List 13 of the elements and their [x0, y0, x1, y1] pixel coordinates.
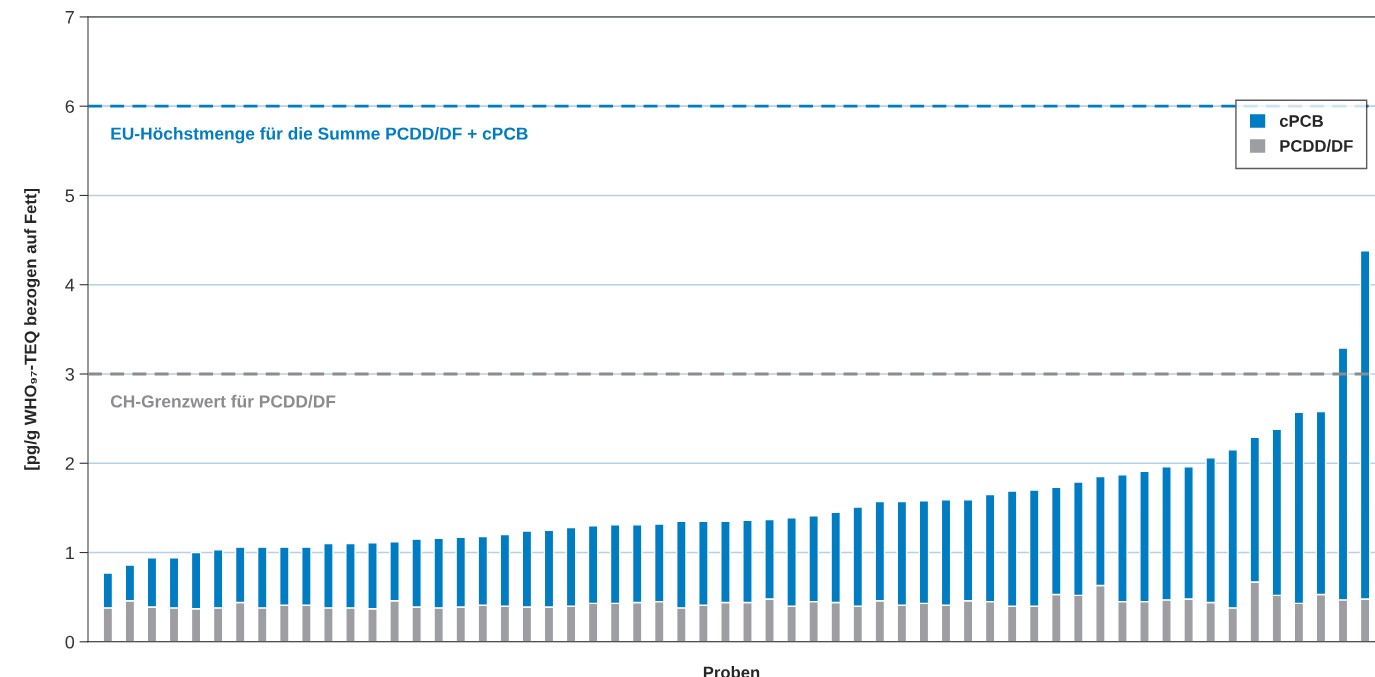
y-tick-label: 6	[65, 100, 75, 113]
y-axis-title: [pg/g WHO₉₇-TEQ bezogen auf Fett]	[24, 188, 40, 470]
ref-line-label: CH-Grenzwert für PCDD/DF	[110, 394, 336, 408]
legend-label: cPCB	[1279, 115, 1323, 127]
y-tick-label: 3	[65, 367, 75, 381]
y-tick-label: 1	[66, 546, 74, 560]
y-tick-label: 7	[65, 11, 74, 24]
y-tick-label: 5	[65, 189, 75, 203]
y-tick-label: 0	[65, 635, 75, 649]
ref-line-label: EU-Höchstmenge für die Summe PCDD/DF + cPCB	[111, 127, 528, 144]
y-tick-label: 2	[65, 457, 74, 470]
legend-label: PCDD/DF	[1280, 139, 1353, 153]
y-tick-label: 4	[65, 278, 75, 292]
